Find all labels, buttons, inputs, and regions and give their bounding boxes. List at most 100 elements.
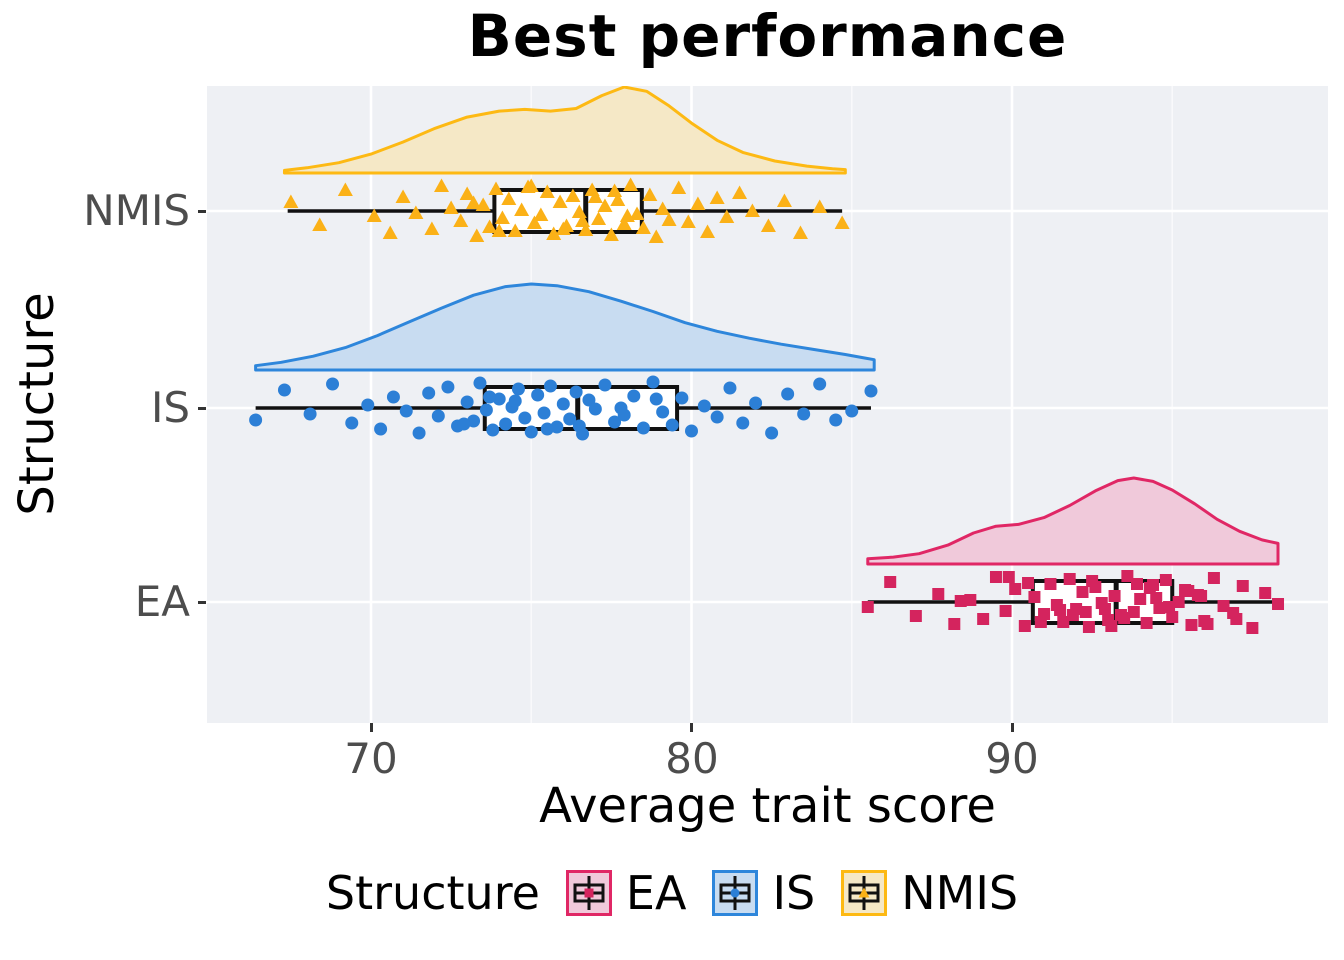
point-ea [884, 576, 897, 588]
point-nmis [661, 212, 677, 226]
point-nmis [443, 200, 459, 214]
point-ea [1082, 621, 1095, 633]
legend-item-nmis: NMIS [841, 866, 1018, 920]
point-ea [1207, 572, 1220, 584]
legend-label-is: IS [772, 866, 816, 920]
point-ea [954, 595, 967, 607]
point-nmis [546, 226, 562, 240]
point-ea [1134, 593, 1147, 605]
point-nmis [507, 223, 523, 237]
point-is [556, 397, 570, 411]
point-is [399, 404, 413, 418]
density-ea [866, 476, 1280, 566]
y-tick-mark-is [198, 407, 206, 410]
point-ea [1201, 618, 1214, 630]
point-is [864, 384, 878, 398]
point-is [675, 391, 689, 405]
point-nmis [642, 187, 658, 201]
point-ea [1195, 590, 1208, 602]
point-is [582, 393, 596, 407]
point-ea [999, 605, 1012, 617]
point-nmis [792, 225, 808, 239]
y-tick-label-ea: EA [134, 577, 190, 626]
plot-panel [207, 86, 1328, 723]
legend-label-nmis: NMIS [901, 866, 1019, 920]
point-is [665, 418, 679, 432]
point-is [457, 417, 471, 431]
point-nmis [469, 228, 485, 242]
density-nmis [282, 86, 847, 175]
point-nmis [744, 203, 760, 217]
point-ea [1028, 591, 1041, 603]
point-ea [1018, 620, 1031, 632]
point-is [326, 377, 340, 391]
point-ea [1098, 603, 1111, 615]
x-tick-label-80: 80 [665, 734, 719, 783]
point-is [537, 406, 551, 420]
point-nmis [494, 210, 510, 224]
point-ea [861, 601, 874, 613]
point-is [749, 396, 763, 410]
point-ea [1118, 612, 1131, 624]
point-ea [1121, 570, 1134, 582]
point-is [518, 411, 532, 425]
point-nmis [760, 218, 776, 232]
point-nmis [619, 208, 635, 222]
point-is [646, 375, 660, 389]
point-ea [1086, 575, 1099, 587]
point-is [627, 389, 641, 403]
point-is [540, 422, 554, 436]
point-is [569, 385, 583, 399]
point-nmis [526, 215, 542, 229]
x-tick-label-90: 90 [985, 734, 1039, 783]
point-is [614, 401, 628, 415]
point-ea [909, 610, 922, 622]
x-axis-title: Average trait score [539, 778, 996, 834]
point-nmis [482, 219, 498, 233]
point-nmis [616, 216, 632, 230]
point-is [710, 410, 724, 424]
point-is [483, 390, 497, 404]
point-nmis [453, 213, 469, 227]
point-is [511, 382, 525, 396]
point-ea [948, 618, 961, 630]
point-nmis [533, 207, 549, 221]
point-ea [1246, 622, 1259, 634]
point-ea [989, 571, 1002, 583]
point-is [797, 407, 811, 421]
point-nmis [382, 225, 398, 239]
legend-label-ea: EA [625, 866, 687, 920]
point-ea [1009, 583, 1022, 595]
point-ea [1022, 577, 1035, 589]
legend-key-nmis [841, 870, 888, 916]
point-nmis [459, 186, 475, 200]
point-nmis [312, 217, 328, 231]
point-nmis [732, 185, 748, 199]
point-nmis [565, 188, 581, 202]
point-nmis [424, 221, 440, 235]
y-tick-mark-ea [198, 601, 206, 604]
point-is [813, 377, 827, 391]
point-ea [1172, 596, 1185, 608]
point-is [572, 419, 586, 433]
point-ea [932, 588, 945, 600]
point-ea [1159, 574, 1172, 586]
point-is [412, 426, 426, 440]
y-tick-label-nmis: NMIS [83, 186, 190, 235]
point-is [277, 383, 291, 397]
point-is [563, 412, 577, 426]
point-is [249, 413, 263, 427]
point-is [781, 387, 795, 401]
density-is [254, 282, 876, 372]
point-ea [1105, 620, 1118, 632]
point-ea [1002, 571, 1015, 583]
point-nmis [834, 215, 850, 229]
x-tick-mark-80 [690, 723, 693, 732]
point-ea [1185, 619, 1198, 631]
point-is [422, 386, 436, 400]
point-nmis [591, 211, 607, 225]
point-nmis [680, 214, 696, 228]
point-ea [1066, 609, 1079, 621]
point-ea [1217, 600, 1230, 612]
point-nmis [776, 193, 792, 207]
